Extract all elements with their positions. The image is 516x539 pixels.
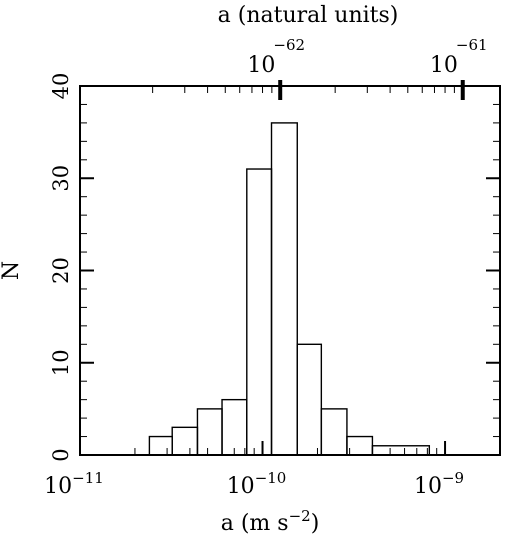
- x-tick-base: 10: [44, 474, 72, 499]
- x-tick-exp: −11: [72, 469, 104, 487]
- histogram-bars: [148, 122, 431, 456]
- x-tick-base: 10: [414, 474, 442, 499]
- histogram-bar: [246, 168, 273, 456]
- y-tick-label: 30: [49, 165, 73, 192]
- histogram-bar: [346, 435, 374, 456]
- x-tick-label: 10−9: [414, 469, 464, 499]
- y-axis-label: N: [0, 261, 24, 280]
- x-tick-label: 10−11: [44, 469, 104, 499]
- y-tick-label: 40: [49, 73, 73, 100]
- top-tick-label: 10−62: [247, 36, 305, 78]
- histogram-bar: [371, 445, 431, 456]
- histogram-bar: [320, 408, 348, 456]
- x-axis-label-close: ): [311, 511, 320, 536]
- top-tick-exp: −61: [456, 36, 488, 54]
- x-tick-base: 10: [227, 474, 255, 499]
- top-tick-base: 10: [247, 53, 275, 78]
- histogram-bar: [171, 426, 199, 456]
- top-tick-base: 10: [430, 53, 458, 78]
- histogram-bar: [296, 343, 323, 456]
- y-tick-label: 10: [49, 349, 73, 376]
- major-ticks: [79, 80, 500, 456]
- plot-frame: [79, 85, 501, 456]
- histogram-bar: [221, 398, 248, 456]
- histogram-bar: [148, 435, 173, 456]
- histogram-bar: [270, 122, 298, 456]
- x-axis-label: a (m s−2): [221, 507, 320, 536]
- top-tick-exp: −62: [273, 36, 305, 54]
- x-axis-label-exp: −2: [289, 507, 311, 525]
- y-tick-label: 20: [49, 257, 73, 284]
- top-tick-label: 10−61: [430, 36, 488, 78]
- histogram-bar: [196, 408, 223, 456]
- minor-ticks: [80, 86, 500, 455]
- y-tick-label: 0: [49, 448, 73, 461]
- top-axis-label: a (natural units): [218, 3, 399, 28]
- x-tick-label: 10−10: [227, 469, 287, 499]
- x-axis-label-main: a (m s: [221, 511, 289, 536]
- x-tick-exp: −9: [442, 469, 464, 487]
- x-tick-exp: −10: [255, 469, 287, 487]
